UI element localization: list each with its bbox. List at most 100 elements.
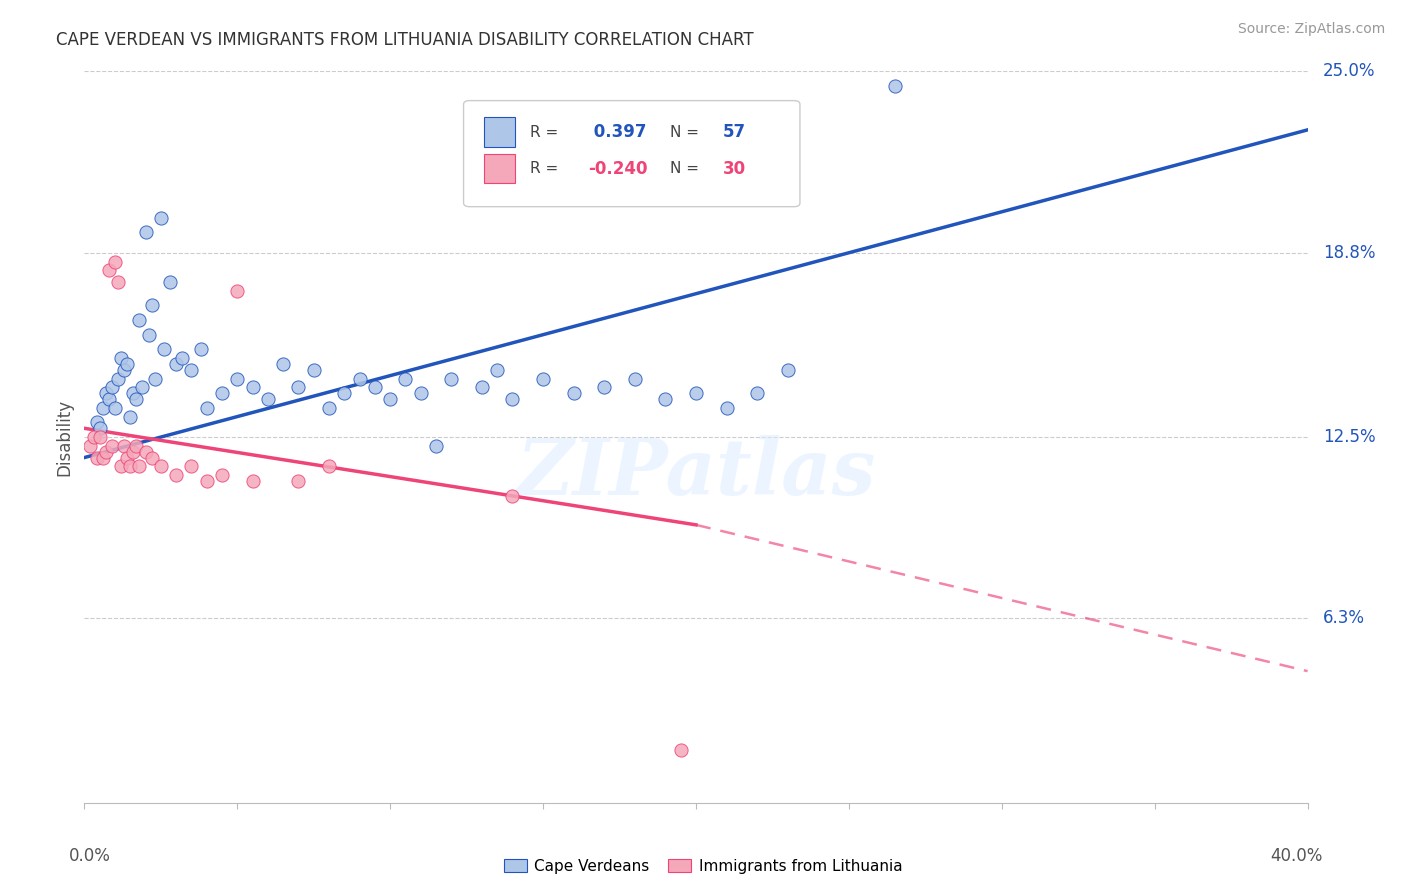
Point — [97, 263, 120, 277]
Point — [141, 298, 163, 312]
Point — [112, 439, 135, 453]
Point — [654, 392, 676, 406]
Text: CAPE VERDEAN VS IMMIGRANTS FROM LITHUANIA DISABILITY CORRELATION CHART: CAPE VERDEAN VS IMMIGRANTS FROM LITHUANI… — [56, 31, 754, 49]
Point — [83, 430, 105, 444]
Point — [180, 363, 202, 377]
Point — [271, 357, 294, 371]
Point — [128, 459, 150, 474]
Point — [883, 78, 905, 93]
Point — [562, 386, 585, 401]
Point — [79, 439, 101, 453]
Point — [112, 363, 135, 377]
Point — [226, 284, 249, 298]
Point — [89, 430, 111, 444]
Point — [685, 386, 707, 401]
Text: 0.0%: 0.0% — [69, 847, 111, 864]
Text: 0.397: 0.397 — [588, 123, 647, 141]
Point — [94, 386, 117, 401]
Point — [131, 380, 153, 394]
Point — [153, 343, 176, 357]
Point — [128, 313, 150, 327]
Point — [107, 275, 129, 289]
Point — [101, 439, 124, 453]
Point — [97, 392, 120, 406]
Point — [349, 371, 371, 385]
Point — [471, 380, 494, 394]
Point — [195, 474, 218, 488]
Point — [120, 459, 142, 474]
Point — [287, 474, 309, 488]
Point — [143, 371, 166, 385]
Point — [86, 416, 108, 430]
Point — [149, 211, 172, 225]
Text: -0.240: -0.240 — [588, 160, 648, 178]
Point — [165, 357, 187, 371]
Point — [257, 392, 280, 406]
Text: 40.0%: 40.0% — [1271, 847, 1323, 864]
Text: R =: R = — [530, 161, 558, 176]
Point — [333, 386, 356, 401]
Point — [135, 225, 157, 239]
Point — [101, 380, 124, 394]
Point — [440, 371, 463, 385]
Text: 18.8%: 18.8% — [1323, 244, 1375, 261]
Text: 30: 30 — [723, 160, 747, 178]
Point — [180, 459, 202, 474]
Point — [115, 450, 138, 465]
Text: N =: N = — [671, 161, 699, 176]
Point — [141, 450, 163, 465]
Text: 57: 57 — [723, 123, 747, 141]
Point — [211, 468, 233, 483]
Point — [91, 401, 114, 415]
Point — [120, 409, 142, 424]
Point — [86, 450, 108, 465]
Point — [110, 351, 132, 365]
Point — [211, 386, 233, 401]
Point — [122, 386, 145, 401]
Point — [138, 327, 160, 342]
Point — [149, 459, 172, 474]
Point — [107, 371, 129, 385]
Point — [104, 254, 127, 268]
Text: N =: N = — [671, 125, 699, 139]
Point — [110, 459, 132, 474]
Point — [135, 444, 157, 458]
Point — [501, 489, 523, 503]
Point — [745, 386, 768, 401]
Point — [165, 468, 187, 483]
Point — [115, 357, 138, 371]
Point — [531, 371, 554, 385]
Text: 12.5%: 12.5% — [1323, 428, 1375, 446]
Point — [624, 371, 647, 385]
Point — [125, 392, 148, 406]
Text: 6.3%: 6.3% — [1323, 609, 1365, 627]
Point — [190, 343, 212, 357]
Point — [125, 439, 148, 453]
Text: 25.0%: 25.0% — [1323, 62, 1375, 80]
Point — [394, 371, 416, 385]
Y-axis label: Disability: Disability — [55, 399, 73, 475]
Point — [425, 439, 447, 453]
Bar — [484, 154, 515, 183]
Point — [287, 380, 309, 394]
Bar — [484, 118, 515, 146]
Point — [242, 474, 264, 488]
Text: ZIPatlas: ZIPatlas — [516, 435, 876, 512]
Point — [669, 743, 692, 757]
Point — [409, 386, 432, 401]
Point — [89, 421, 111, 435]
Point — [172, 351, 194, 365]
Legend: Cape Verdeans, Immigrants from Lithuania: Cape Verdeans, Immigrants from Lithuania — [498, 853, 908, 880]
Point — [501, 392, 523, 406]
Point — [486, 363, 509, 377]
Point — [104, 401, 127, 415]
Point — [318, 401, 340, 415]
Point — [91, 450, 114, 465]
Point — [380, 392, 402, 406]
Point — [195, 401, 218, 415]
FancyBboxPatch shape — [464, 101, 800, 207]
Text: R =: R = — [530, 125, 558, 139]
Point — [159, 275, 181, 289]
Point — [226, 371, 249, 385]
Point — [242, 380, 264, 394]
